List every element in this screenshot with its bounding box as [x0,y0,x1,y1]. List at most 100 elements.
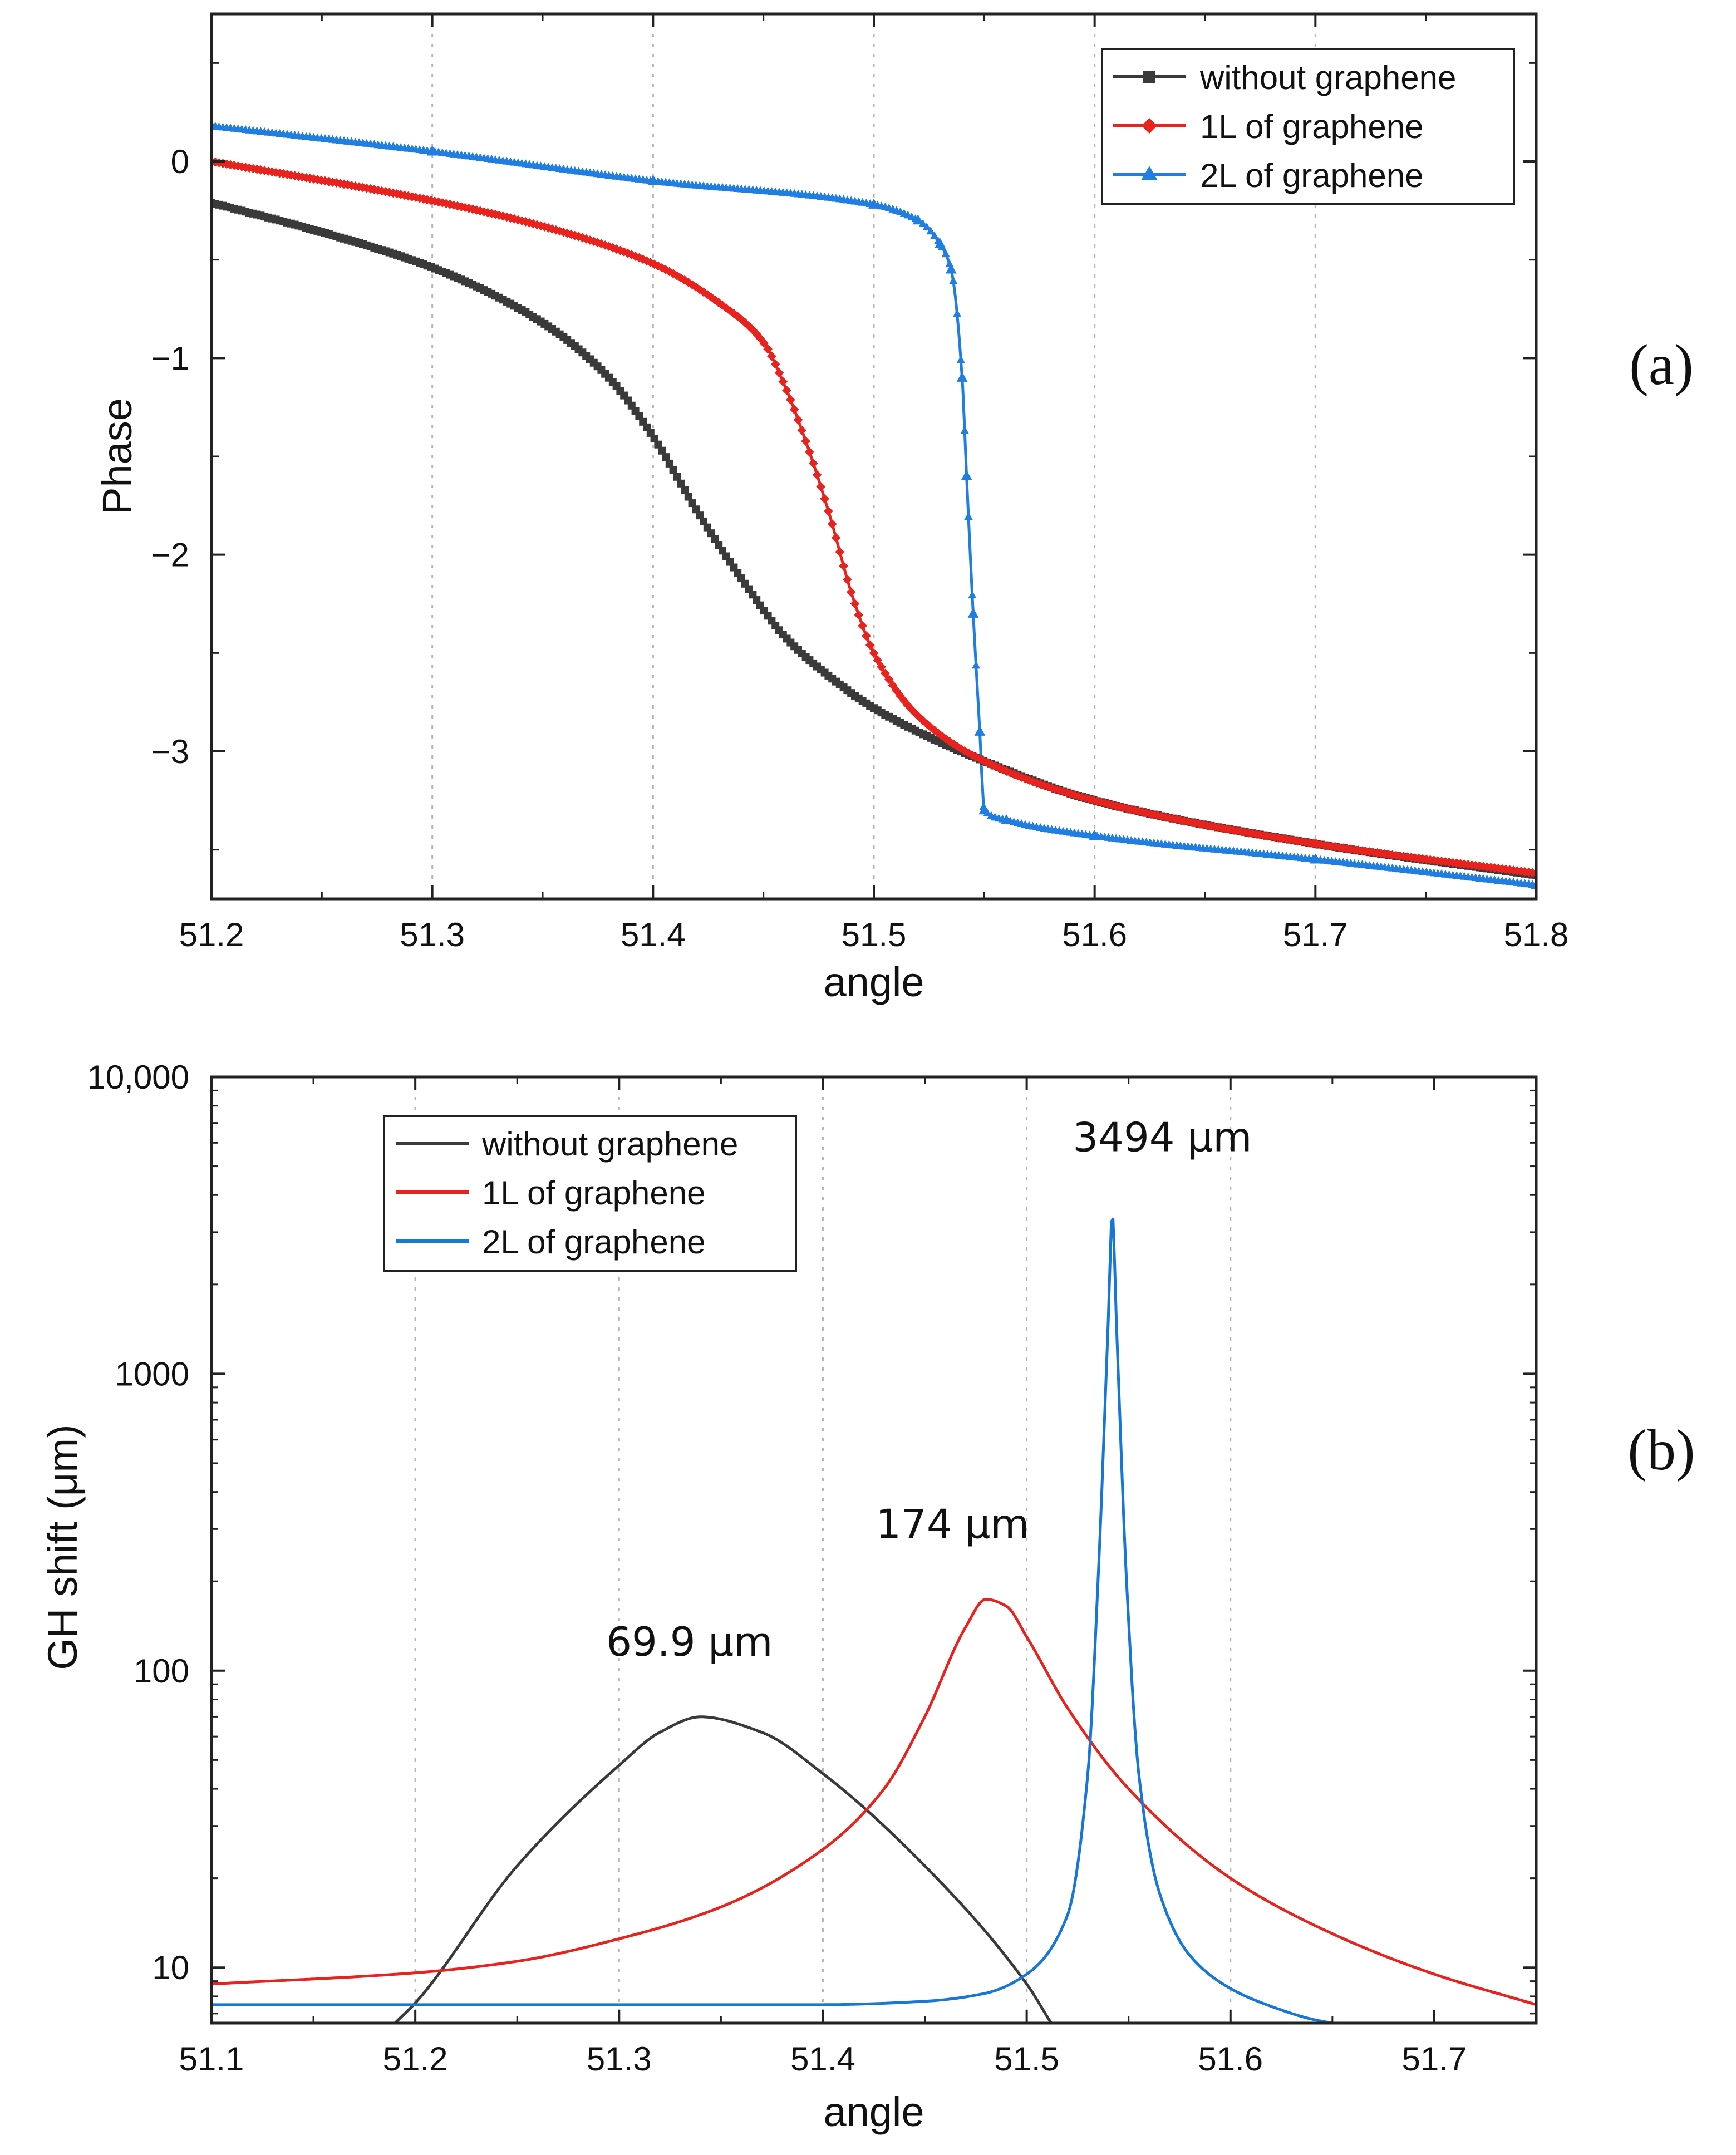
a-marker-1l-of-graphene [767,351,776,361]
a-marker-1l-of-graphene [854,610,864,620]
a-marker-2l-of-graphene [912,214,924,225]
a-marker-2l-of-graphene [952,309,962,317]
a-marker-1l-of-graphene [884,675,894,685]
a-marker-2l-of-graphene [922,222,931,230]
a-marker-without-graphene [673,473,681,481]
a-marker-1l-of-graphene [896,691,905,701]
a-x-tick-label-51-7: 51.7 [1283,916,1348,953]
a-y-tick-label-0: 0 [171,143,189,180]
b-annotation-69-9-m: 69.9 μm [606,1618,773,1665]
a-marker-1l-of-graphene [631,252,640,261]
a-marker-1l-of-graphene [877,662,886,672]
a-marker-1l-of-graphene [1070,790,1079,800]
b-legend-label-1l: 1L of graphene [482,1174,705,1212]
a-marker-1l-of-graphene [797,425,807,435]
a-marker-1l-of-graphene [933,728,943,738]
a-legend-label-without: without graphene [1199,59,1456,96]
a-marker-1l-of-graphene [1043,782,1053,792]
a-marker-1l-of-graphene [831,533,841,543]
a-marker-without-graphene [700,517,707,525]
a-marker-without-graphene [662,453,670,461]
b-x-tick-label-51-6: 51.6 [1198,2040,1263,2078]
a-marker-1l-of-graphene [574,232,583,242]
a-marker-2l-of-graphene [1001,814,1012,824]
a-marker-1l-of-graphene [782,386,791,396]
a-marker-1l-of-graphene [650,259,659,269]
a-marker-1l-of-graphene [600,240,610,250]
b-peak-annotations: 69.9 μm 174 μm 3494 μm [606,1114,1252,1665]
b-y-tick-label-10: 10 [152,1949,189,1986]
a-marker-without-graphene [681,486,689,494]
b-y-tick-label-100: 100 [134,1652,189,1690]
a-marker-1l-of-graphene [657,263,667,273]
a-marker-1l-of-graphene [732,312,742,321]
a-marker-1l-of-graphene [824,506,833,516]
a-marker-1l-of-graphene [714,298,724,307]
a-marker-1l-of-graphene [869,648,879,658]
a-marker-1l-of-graphene [956,744,966,754]
a-marker-1l-of-graphene [786,395,795,405]
a-marker-1l-of-graphene [646,258,656,268]
a-marker-1l-of-graphene [820,494,829,504]
b-y-ticks [212,1076,1536,2015]
a-marker-1l-of-graphene [687,280,697,289]
a-marker-1l-of-graphene [1016,773,1026,782]
a-marker-1l-of-graphene [763,344,773,354]
a-marker-1l-of-graphene [812,470,822,480]
a-marker-1l-of-graphene [930,725,940,735]
a-marker-without-graphene [669,466,677,474]
a-marker-1l-of-graphene [638,254,648,264]
a-marker-1l-of-graphene [725,306,735,316]
b-series-line-1l-of-graphene [212,1598,1536,2006]
b-legend-label-without: without graphene [481,1125,738,1163]
a-marker-1l-of-graphene [1024,775,1034,785]
a-marker-1l-of-graphene [793,415,803,425]
a-marker-1l-of-graphene [839,561,848,571]
b-plot-frame [210,1075,1538,2025]
a-marker-1l-of-graphene [710,295,720,305]
b-x-axis-label: angle [823,2089,924,2135]
b-y-tick-labels: 10 100 1000 10,000 [87,1059,189,1986]
a-marker-1l-of-graphene [672,270,682,281]
a-marker-1l-of-graphene [952,741,962,751]
a-marker-2l-of-graphene [941,249,950,258]
a-y-ticks [212,62,1536,851]
b-series-lines [212,1217,1536,2023]
a-marker-1l-of-graphene [593,238,602,248]
a-marker-1l-of-graphene [801,436,810,446]
a-marker-without-graphene [696,511,704,520]
a-marker-1l-of-graphene [899,696,909,706]
a-legend-marker-diamond [1142,118,1157,134]
a-marker-2l-of-graphene [926,227,935,235]
b-annotation-174-m: 174 μm [876,1500,1029,1547]
b-x-tick-label-51-5: 51.5 [994,2040,1059,2078]
a-marker-without-graphene [692,505,700,514]
a-marker-1l-of-graphene [858,621,867,631]
b-x-tick-label-51-3: 51.3 [587,2040,652,2078]
a-marker-1l-of-graphene [827,519,837,529]
a-marker-1l-of-graphene [922,719,932,729]
a-marker-2l-of-graphene [974,725,986,736]
a-marker-2l-of-graphene [868,198,879,209]
a-marker-1l-of-graphene [691,282,701,292]
b-panel-label: (b) [1627,1418,1695,1482]
a-marker-2l-of-graphene [971,661,981,669]
a-marker-1l-of-graphene [1028,776,1037,786]
a-y-tick-label-1: −1 [151,340,189,377]
a-marker-1l-of-graphene [881,668,890,678]
a-x-tick-label-51-4: 51.4 [621,916,686,953]
a-marker-1l-of-graphene [835,547,845,557]
a-legend-marker-square [1143,71,1155,83]
a-marker-2l-of-graphene [945,263,957,274]
a-x-tick-label-51-8: 51.8 [1504,916,1569,953]
a-marker-1l-of-graphene [1013,771,1022,781]
a-y-tick-label-2: −2 [151,537,189,574]
a-marker-1l-of-graphene [774,368,784,378]
a-marker-1l-of-graphene [1051,784,1060,794]
a-marker-1l-of-graphene [748,325,758,335]
a-marker-1l-of-graphene [1047,783,1056,793]
a-marker-without-graphene [658,446,666,455]
a-series-markers [212,120,1536,889]
a-marker-1l-of-graphene [850,599,860,608]
a-marker-2l-of-graphene [918,219,928,227]
